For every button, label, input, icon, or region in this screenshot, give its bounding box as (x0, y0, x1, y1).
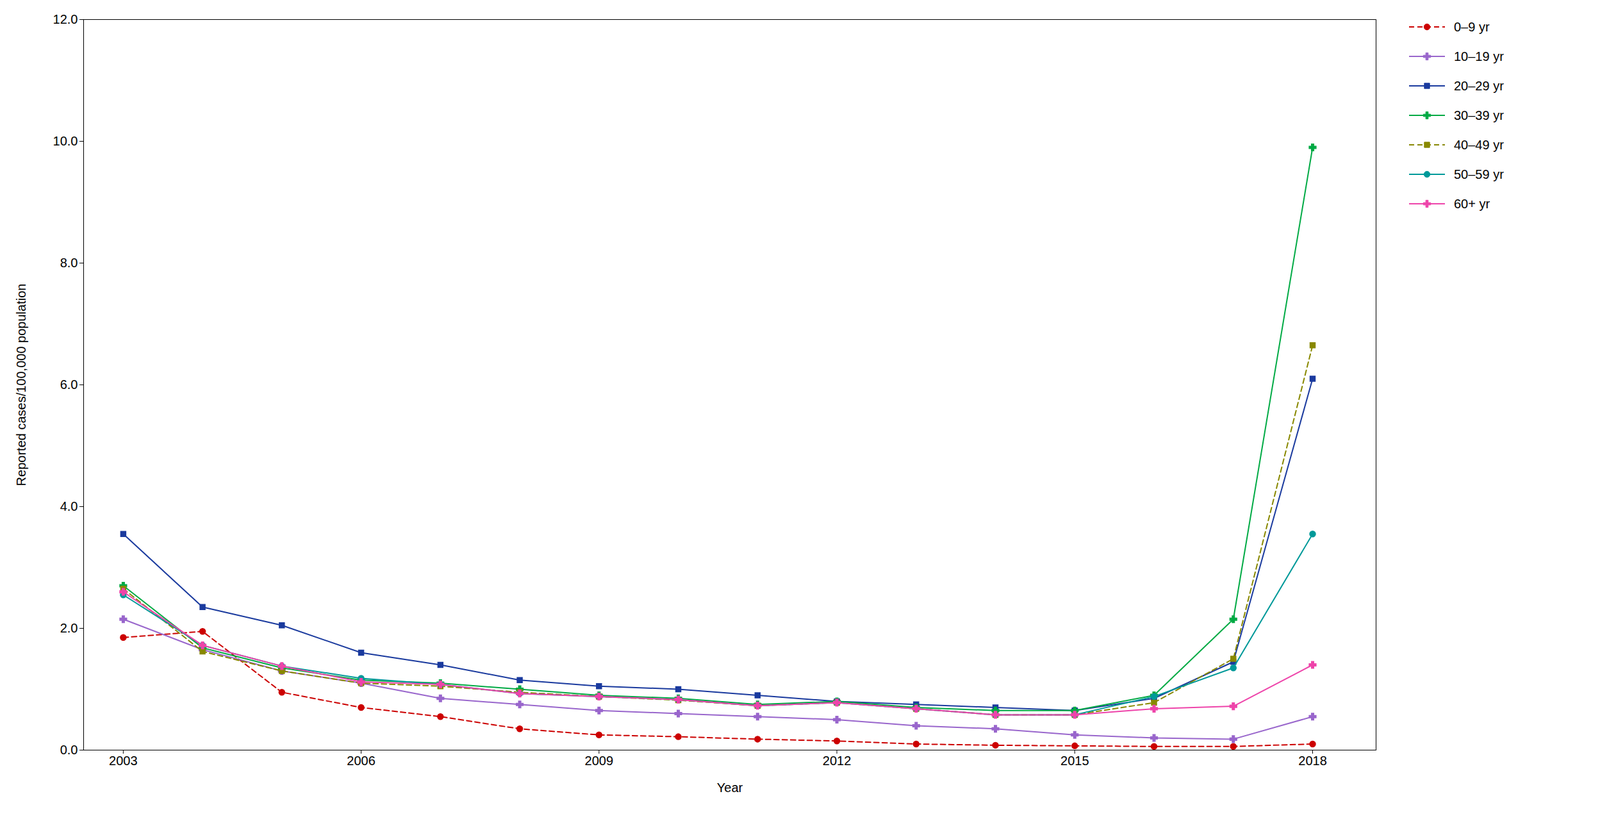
svg-text:2018: 2018 (1298, 753, 1328, 768)
html-text:60+ yr: 60+ yr (1453, 196, 1490, 211)
svg-text:2006: 2006 (346, 753, 376, 768)
html-text:20–29 yr: 20–29 yr (1453, 78, 1504, 93)
svg-text:Year: Year (717, 780, 744, 795)
svg-text:6.0: 6.0 (60, 377, 79, 392)
svg-text:8.0: 8.0 (60, 255, 79, 270)
html-text:30–39 yr: 30–39 yr (1453, 107, 1504, 123)
html-text:0–9 yr: 0–9 yr (1453, 19, 1490, 34)
svg-text:10.0: 10.0 (53, 133, 79, 149)
svg-text:2015: 2015 (1060, 753, 1090, 768)
svg-text:2003: 2003 (108, 753, 138, 768)
html-text:40–49 yr: 40–49 yr (1453, 137, 1504, 152)
html-text:50–59 yr: 50–59 yr (1453, 166, 1504, 182)
html-text:10–19 yr: 10–19 yr (1453, 49, 1504, 64)
svg-text:12.0: 12.0 (53, 12, 79, 27)
svg-text:2.0: 2.0 (60, 620, 79, 636)
svg-text:2012: 2012 (822, 753, 852, 768)
svg-text:0.0: 0.0 (60, 742, 79, 757)
svg-text:2009: 2009 (585, 753, 614, 768)
svg-text:Reported cases/100,000 populat: Reported cases/100,000 population (14, 283, 29, 487)
svg-text:4.0: 4.0 (60, 499, 79, 514)
